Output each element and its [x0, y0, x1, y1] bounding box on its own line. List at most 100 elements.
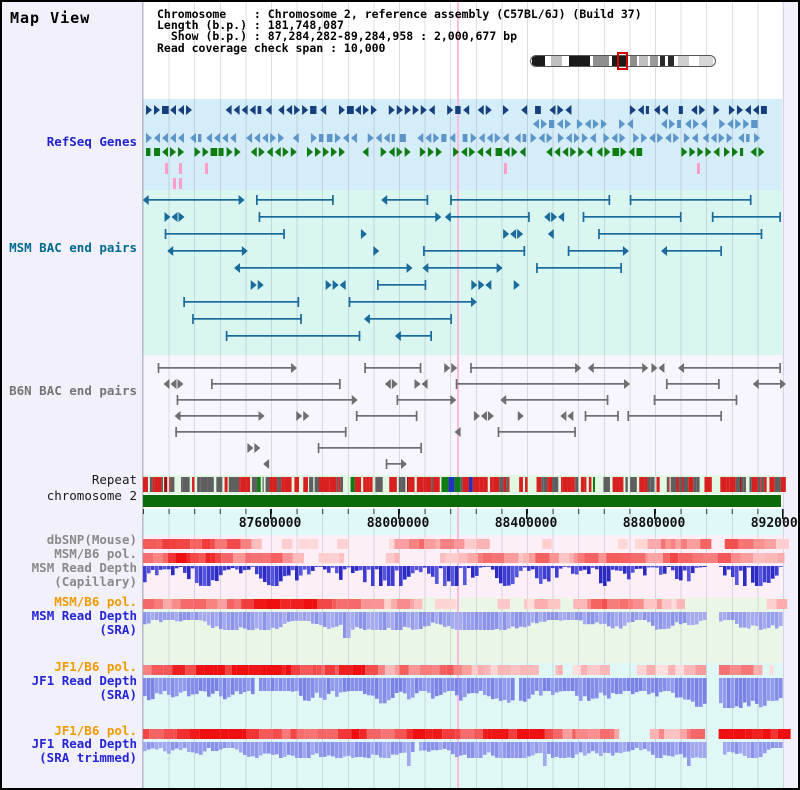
depth-bar: [435, 742, 439, 751]
depth-bar: [535, 678, 539, 691]
bac-span: [368, 318, 452, 320]
bac-end: [536, 263, 538, 273]
depth-bar: [703, 566, 707, 567]
gene-glyph: [350, 133, 357, 143]
repeat-bar: [644, 477, 648, 492]
bac-span: [385, 463, 402, 465]
depth-bar: [371, 612, 375, 630]
depth-bar: [351, 566, 355, 574]
heat-segment: [665, 539, 671, 549]
label-line: JF1 Read Depth: [31, 673, 137, 688]
depth-bar: [555, 566, 559, 578]
depth-bar: [199, 566, 203, 586]
depth-bar: [675, 742, 679, 755]
repeat-bar: [192, 477, 195, 492]
depth-bar: [571, 612, 575, 620]
label-line: MSM BAC end pairs: [9, 240, 137, 255]
heat-segment: [143, 553, 154, 563]
chromosome-ideogram[interactable]: [530, 55, 716, 67]
axis-minor-tick: [373, 509, 375, 514]
depth-bar: [507, 742, 511, 758]
depth-bar: [619, 612, 623, 629]
depth-bar: [719, 612, 723, 622]
depth-bar: [547, 612, 551, 620]
depth-bar: [767, 566, 771, 583]
depth-bar: [699, 566, 703, 568]
heat-segment: [718, 665, 731, 675]
gene-glyph: [719, 119, 726, 129]
repeat-bar: [580, 477, 585, 492]
depth-bar: [315, 742, 319, 754]
depth-bar: [399, 566, 403, 586]
gene-glyph: [681, 147, 688, 157]
depth-bar: [271, 678, 275, 691]
grid-overlay: [143, 2, 798, 788]
repeat-bar: [381, 477, 383, 492]
depth-bar: [151, 566, 155, 570]
gene-glyph: [396, 147, 403, 157]
repeat-bar: [774, 477, 781, 492]
bac-end: [608, 195, 611, 205]
depth-bar: [735, 566, 739, 586]
track-label-msm-read-depth: MSM Read Depth (Capillary): [4, 561, 137, 588]
heat-segment: [562, 729, 573, 739]
depth-bar: [199, 678, 203, 691]
depth-bar: [583, 612, 587, 625]
repeat-bar: [493, 477, 500, 492]
heat-segment: [752, 729, 763, 739]
repeat-bar: [454, 477, 461, 492]
gene-glyph: [170, 105, 176, 115]
heat-segment: [210, 539, 215, 549]
depth-bar: [455, 612, 459, 630]
gene-glyph: [370, 105, 377, 115]
repeat-bar: [625, 477, 628, 492]
depth-bar: [651, 678, 655, 693]
gene-glyph: [380, 147, 387, 157]
heat-segment: [317, 599, 333, 609]
depth-bar: [619, 566, 623, 571]
depth-bar: [467, 612, 471, 630]
depth-bar: [239, 612, 243, 628]
repeat-bar: [277, 477, 282, 492]
ideogram-band: [650, 56, 658, 66]
repeat-bar: [751, 477, 758, 492]
label-line: (SRA): [99, 686, 137, 702]
heat-segment: [476, 539, 490, 549]
depth-bar: [575, 678, 579, 696]
gene-glyph: [310, 106, 317, 114]
depth-bar: [603, 678, 607, 696]
depth-bar: [631, 678, 635, 695]
repeat-bar: [393, 477, 397, 492]
repeat-bar: [552, 477, 559, 492]
heat-segment: [528, 553, 536, 563]
depth-bar: [351, 612, 355, 630]
depth-bar: [159, 678, 163, 695]
depth-bar: [355, 566, 359, 571]
depth-bar: [623, 566, 627, 574]
repeat-bar: [780, 477, 786, 492]
depth-bar: [183, 566, 187, 573]
depth-bar: [543, 678, 547, 691]
depth-bar: [243, 678, 247, 692]
depth-bar: [671, 742, 675, 757]
depth-bar: [323, 742, 327, 757]
depth-bar: [775, 678, 779, 701]
heat-segment: [692, 553, 704, 563]
heat-segment: [731, 553, 741, 563]
ideogram-band: [699, 56, 713, 66]
heat-segment: [764, 553, 777, 563]
heat-segment: [745, 729, 753, 739]
gene-glyph: [649, 133, 656, 143]
axis-minor-tick: [424, 509, 426, 514]
depth-bar: [359, 612, 363, 629]
depth-bar: [163, 566, 167, 570]
repeat-bar: [216, 477, 223, 492]
depth-bar: [751, 612, 755, 626]
gene-glyph: [619, 119, 626, 129]
heat-segment: [497, 599, 510, 609]
heat-segment: [408, 539, 419, 549]
depth-bar: [151, 612, 155, 620]
depth-bar: [555, 612, 559, 620]
depth-bar: [639, 678, 643, 691]
depth-bar: [455, 678, 459, 696]
